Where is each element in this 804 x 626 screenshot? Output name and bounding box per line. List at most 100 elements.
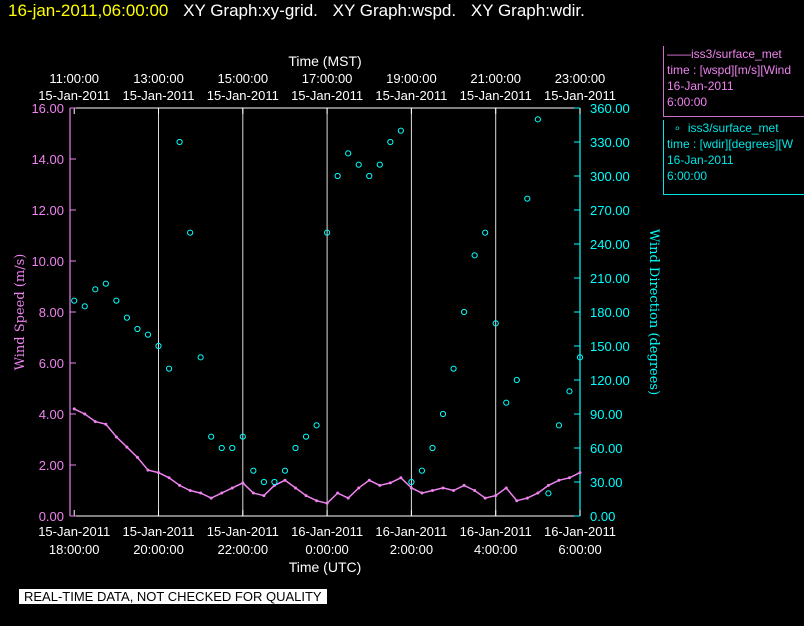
graph-header: 16-jan-2011,06:00:00 XY Graph:xy-grid. X… [8,1,585,21]
left-tick-label: 0.00 [39,509,64,524]
wspd-data-point [536,491,540,495]
top-tick-date: 15-Jan-2011 [544,88,616,103]
wdir-data-point [492,320,499,327]
bottom-tick-date: 16-Jan-2011 [460,524,532,539]
wdir-data-point [566,388,573,395]
wspd-data-point [409,486,413,490]
wdir-data-point [418,467,426,474]
legend-wspd-line1: time : [wspd][m/s][Wind [667,63,792,77]
wdir-data-point [123,314,131,321]
wspd-data-point [462,483,466,487]
bottom-tick-date: 16-Jan-2011 [291,524,363,539]
header-graph-xy-grid: XY Graph:xy-grid. [183,1,318,20]
wdir-data-point [534,116,541,123]
legend-wdir-name: ∘ iss3/surface_met [667,121,779,135]
header-graph-wspd: XY Graph:wspd. [332,1,457,20]
top-tick-time: 13:00:00 [133,71,184,86]
right-tick-label: 0.00 [590,509,615,524]
wdir-data-point [334,172,341,180]
bottom-tick-time: 6:00:00 [558,542,601,557]
right-tick-label: 210.00 [590,271,630,286]
right-axis-label: Wind Direction (degrees) [646,229,661,395]
wdir-data-point [439,410,447,418]
wdir-data-point [408,478,415,486]
wdir-data-point [92,286,99,293]
top-tick-time: 21:00:00 [470,71,521,86]
top-tick-time: 23:00:00 [555,71,606,86]
wspd-data-point [378,483,382,487]
legend-wdir-line1: time : [wdir][degrees][W [667,137,794,151]
bottom-tick-time: 2:00:00 [390,542,433,557]
wspd-data-point [125,445,129,449]
wspd-data-point [230,486,234,490]
wdir-data-point [71,297,78,304]
wdir-data-point [355,161,362,168]
wdir-data-point [250,467,257,474]
bottom-tick-time: 0:00:00 [305,542,348,557]
bottom-tick-time: 20:00:00 [133,542,184,557]
wspd-data-point [325,501,329,505]
legend-wspd-name: ——iss3/surface_met [667,47,782,61]
wdir-data-point [187,229,194,236]
wspd-data-point [241,481,245,485]
right-tick-label: 120.00 [590,373,630,388]
right-tick-label: 360.00 [590,101,630,116]
legend-wspd-date: 16-Jan-2011 [667,79,734,93]
bottom-tick-date: 15-Jan-2011 [122,524,194,539]
wdir-data-point [397,127,404,134]
wspd-data-point [452,489,456,492]
wdir-data-point [229,444,236,452]
top-tick-date: 15-Jan-2011 [207,88,279,103]
right-tick-label: 300.00 [590,169,630,184]
wdir-data-point [345,150,352,157]
wdir-data-point [513,376,520,384]
wdir-data-point [429,444,436,452]
wspd-data-point [546,483,550,487]
wspd-data-point [483,496,487,500]
wspd-data-point [388,481,392,485]
wspd-data-point [336,491,340,495]
wspd-data-point [504,486,508,490]
header-graph-wdir: XY Graph:wdir. [470,1,585,20]
bottom-tick-date: 15-Jan-2011 [38,524,110,539]
wdir-data-point [260,478,267,486]
wdir-data-point [366,172,373,180]
top-tick-time: 15:00:00 [218,71,269,86]
wdir-data-point [155,342,162,350]
wspd-data-point [199,491,203,495]
top-tick-date: 15-Jan-2011 [122,88,194,103]
wspd-data-point [473,489,477,492]
legend-wspd[interactable]: ——iss3/surface_met time : [wspd][m/s][Wi… [663,46,804,117]
left-axis-label: Wind Speed (m/s) [13,254,28,371]
top-tick-time: 11:00:00 [49,71,99,86]
wspd-data-point [188,489,192,492]
wspd-data-point [315,499,319,503]
left-tick-label: 10.00 [31,254,64,269]
wspd-data-point [515,499,519,503]
top-tick-time: 17:00:00 [302,71,353,86]
legend-wdir[interactable]: ∘ iss3/surface_met time : [wdir][degrees… [663,120,804,195]
wdir-data-point [113,297,120,304]
wdir-data-point [387,138,394,146]
left-tick-label: 12.00 [31,203,64,218]
wdir-data-point [144,331,152,338]
left-tick-label: 4.00 [39,407,64,422]
wspd-data-point [357,486,361,490]
wspd-data-point [578,471,582,475]
top-axis-label: Time (MST) [288,53,361,69]
wdir-data-point [545,490,552,497]
bottom-tick-time: 18:00:00 [49,542,100,557]
bottom-tick-date: 16-Jan-2011 [375,524,447,539]
wspd-data-point [567,476,571,480]
wdir-data-point [197,354,204,361]
wdir-data-point [450,365,457,372]
wspd-data-point [167,476,171,480]
top-tick-date: 15-Jan-2011 [375,88,447,103]
bottom-tick-date: 15-Jan-2011 [207,524,279,539]
wdir-data-point [524,195,531,202]
wspd-data-point [283,478,287,482]
bottom-tick-time: 22:00:00 [218,542,269,557]
wspd-data-point [146,468,150,472]
wdir-data-point [218,444,225,452]
wspd-data-point [430,489,434,492]
